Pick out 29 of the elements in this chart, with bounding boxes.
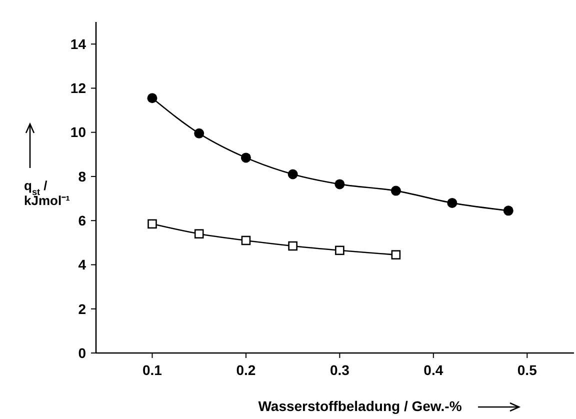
point — [335, 246, 344, 256]
y-tick-label: 12 — [70, 80, 86, 96]
x-axis-title: Wasserstoffbeladung / Gew.-% — [258, 398, 462, 414]
point — [194, 229, 204, 238]
point — [503, 206, 514, 216]
point — [148, 219, 157, 229]
point — [241, 236, 251, 246]
y-tick-label: 2 — [78, 300, 86, 317]
x-tick-label: 0.2 — [236, 362, 256, 378]
x-tick-label: 0.5 — [517, 362, 538, 378]
point — [390, 186, 401, 196]
x-tick-label: 0.4 — [424, 362, 444, 378]
y-tick-label: 14 — [70, 36, 86, 52]
point — [147, 93, 158, 104]
point — [334, 179, 345, 190]
y-tick-label: 6 — [78, 212, 86, 228]
point — [240, 152, 251, 163]
y-tick-label: 4 — [78, 256, 86, 273]
point — [194, 128, 204, 138]
x-tick-label: 0.3 — [330, 362, 350, 378]
y-tick-label: 10 — [70, 124, 86, 140]
y-tick-label: 8 — [78, 168, 86, 184]
point — [288, 241, 298, 251]
y-tick-label: 0 — [78, 344, 86, 361]
point — [447, 198, 458, 208]
point — [288, 169, 298, 180]
x-tick-label: 0.1 — [142, 362, 162, 378]
point — [391, 250, 401, 260]
y-axis-title: q$_{st}$ / kJmol⁻¹ — [24, 178, 70, 208]
